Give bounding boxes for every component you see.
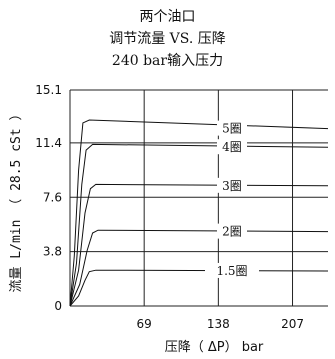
x-tick-label: 138 xyxy=(207,317,230,331)
series-label-bg xyxy=(205,262,259,278)
series-label-bg xyxy=(217,120,247,136)
y-axis-label: 流量 L/min （ 28.5 cSt ） xyxy=(9,107,24,292)
x-tick-label: 207 xyxy=(281,317,304,331)
series-label-bg xyxy=(217,139,247,155)
series-label-bg xyxy=(217,223,247,239)
series-lines xyxy=(69,119,329,307)
series-line-0 xyxy=(69,119,329,307)
y-tick-label: 3.8 xyxy=(43,245,62,259)
grid xyxy=(69,89,328,307)
y-tick-label: 11.4 xyxy=(35,136,62,150)
y-tick-label: 7.6 xyxy=(43,190,62,204)
series-label-2: 3圈 xyxy=(222,179,242,193)
tick-labels: 0 3.8 7.6 11.4 15.1 69 138 207 xyxy=(35,83,304,331)
chart-title-line-2: 调节流量 VS. 压降 xyxy=(109,31,226,47)
y-tick-label: 0 xyxy=(54,299,62,313)
y-tick-label: 15.1 xyxy=(35,83,62,97)
series-label-4: 1.5圈 xyxy=(216,264,247,278)
series-line-1 xyxy=(69,143,329,307)
series-line-2 xyxy=(69,183,329,307)
series-label-0: 5圈 xyxy=(222,122,242,136)
series-line-3 xyxy=(69,229,329,307)
x-axis-label: 压降（ ΔP） bar xyxy=(165,340,264,355)
x-tick-label: 69 xyxy=(137,317,152,331)
series-label-3: 2圈 xyxy=(222,225,242,239)
series-labels: 5圈 4圈 3圈 2圈 1.5圈 xyxy=(205,120,259,278)
chart-title-line-1: 两个油口 xyxy=(139,9,196,25)
series-label-bg xyxy=(217,177,247,193)
series-line-4 xyxy=(69,269,329,307)
series-label-1: 4圈 xyxy=(222,140,242,154)
chart-title-line-3: 240 bar输入压力 xyxy=(111,53,224,69)
